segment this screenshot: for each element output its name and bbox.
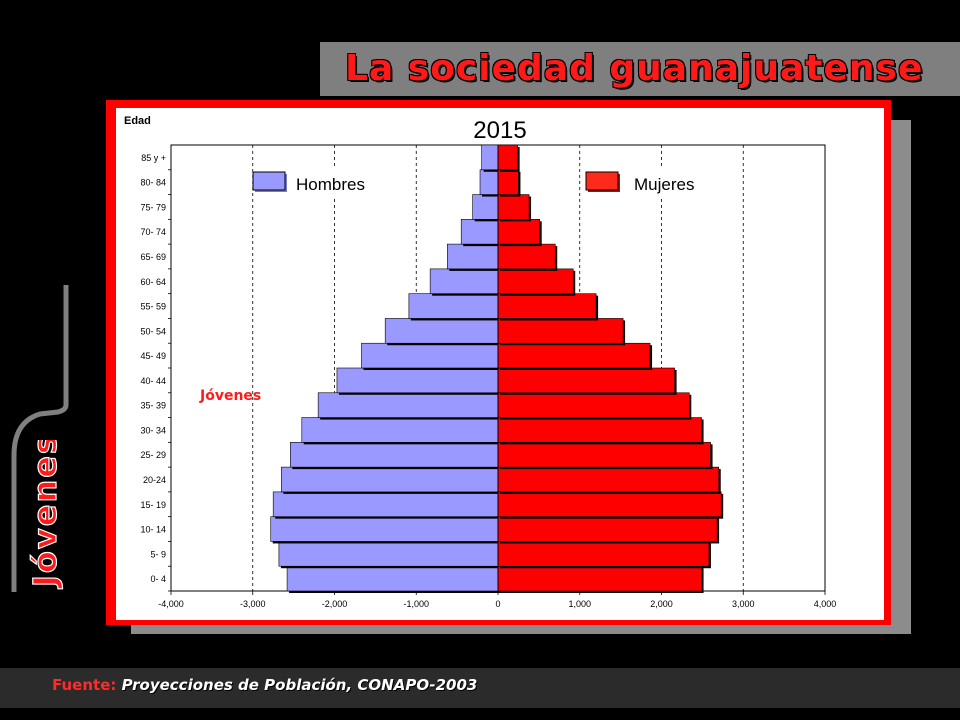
y-tick-label: 35- 39 (140, 401, 166, 411)
y-tick-label: 5- 9 (150, 549, 166, 559)
bar-mujeres (497, 541, 710, 567)
x-tick-label: 2,000 (650, 599, 673, 609)
y-tick-label: 45- 49 (140, 351, 166, 361)
y-tick-label: 70- 74 (140, 227, 166, 237)
bar-hombres (384, 318, 499, 344)
bar-mujeres (497, 417, 702, 443)
bar-mujeres (497, 219, 540, 245)
y-tick-label: 80- 84 (140, 178, 166, 188)
legend-mujeres-swatch (585, 171, 619, 191)
y-tick-label: 20-24 (143, 475, 166, 485)
side-decoration (11, 285, 69, 592)
y-tick-label: 10- 14 (140, 525, 166, 535)
x-tick-label: 0 (495, 599, 500, 609)
y-tick-label: 15- 19 (140, 500, 166, 510)
y-tick-label: 0- 4 (150, 574, 166, 584)
bar-mujeres (497, 243, 556, 270)
y-tick-label: 50- 54 (140, 326, 166, 336)
bar-hombres (317, 392, 499, 418)
bar-hombres (472, 194, 499, 220)
bar-mujeres (497, 392, 690, 418)
footer-source: Fuente: Proyecciones de Población, CONAP… (52, 676, 477, 694)
x-tick-label: -3,000 (240, 599, 266, 609)
bar-mujeres (497, 268, 574, 294)
title-bar (320, 42, 960, 96)
bar-hombres (272, 491, 499, 517)
legend-hombres: Hombres (252, 168, 378, 196)
y-tick-label: 60- 64 (140, 277, 166, 287)
population-pyramid: Edad 2015 0- 4 5- 9 10- 14 15- 19 20-24 25- 2… (124, 115, 837, 609)
bar-hombres (336, 367, 499, 394)
side-label: Jóvenes (25, 440, 64, 590)
y-tick-label: 55- 59 (140, 302, 166, 312)
bar-hombres (301, 417, 499, 443)
bar-hombres (479, 169, 499, 195)
x-tick-label: 4,000 (814, 599, 837, 609)
bar-mujeres (497, 565, 702, 592)
bar-hombres (281, 466, 499, 493)
footer-prefix: Fuente: (52, 676, 117, 694)
bar-mujeres (497, 367, 675, 394)
side-label-text: Jóvenes (26, 440, 64, 589)
legend-hombres-label: Hombres (296, 175, 365, 194)
slide-title: La sociedad guanajuatense (345, 48, 924, 89)
bar-hombres (460, 219, 499, 245)
bar-mujeres (497, 318, 624, 344)
bar-hombres (408, 293, 499, 319)
y-tick-label: 85 y + (141, 153, 166, 163)
bar-mujeres (497, 466, 720, 493)
x-tick-label: 3,000 (732, 599, 755, 609)
bar-hombres (286, 565, 499, 592)
bar-mujeres (497, 491, 722, 517)
bar-mujeres (497, 194, 530, 220)
x-tick-label: -2,000 (322, 599, 348, 609)
bar-mujeres (497, 342, 651, 369)
annotation-jovenes: Jóvenes (199, 388, 261, 404)
bar-mujeres (497, 293, 597, 319)
y-tick-label: 65- 69 (140, 252, 166, 262)
bar-mujeres (497, 169, 519, 195)
legend-mujeres-label: Mujeres (634, 175, 694, 194)
chart-title: 2015 (473, 117, 526, 144)
bar-hombres (270, 516, 499, 542)
bar-hombres (447, 243, 499, 270)
x-tick-label: -1,000 (403, 599, 429, 609)
bar-hombres (278, 541, 499, 567)
y-axis-label: Edad (124, 115, 151, 127)
y-tick-label: 30- 34 (140, 425, 166, 435)
bar-hombres (290, 442, 499, 468)
bar-mujeres (497, 144, 518, 171)
y-tick-label: 75- 79 (140, 202, 166, 212)
bar-hombres (429, 268, 499, 294)
bar-mujeres (497, 516, 718, 542)
y-tick-label: 40- 44 (140, 376, 166, 386)
bar-hombres (361, 342, 499, 369)
y-tick-label: 25- 29 (140, 450, 166, 460)
footer-bar (0, 668, 960, 708)
legend-hombres-swatch (252, 171, 286, 191)
bar-mujeres (497, 442, 711, 468)
footer-source-text: Proyecciones de Población, CONAPO-2003 (121, 676, 478, 694)
chart-area: Edad 2015 0- 4 5- 9 10- 14 15- 19 20-24 25- 2… (116, 108, 884, 620)
legend-mujeres: Mujeres (585, 168, 715, 196)
x-tick-label: -4,000 (158, 599, 184, 609)
x-tick-label: 1,000 (568, 599, 591, 609)
bar-hombres (481, 144, 499, 171)
